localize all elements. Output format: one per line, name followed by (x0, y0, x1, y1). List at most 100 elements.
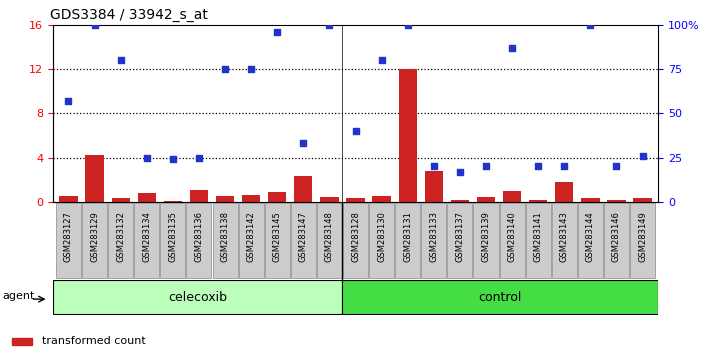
Point (350, 128, 361, 134)
Bar (137, 193, 156, 202)
Point (89, 22, 100, 28)
Text: transformed count: transformed count (42, 336, 145, 347)
FancyBboxPatch shape (474, 203, 498, 278)
Text: GSM283139: GSM283139 (482, 211, 491, 262)
Point (532, 164, 543, 169)
Text: GSM283144: GSM283144 (586, 211, 595, 262)
Bar (59, 196, 77, 202)
Point (298, 141, 309, 146)
FancyBboxPatch shape (161, 203, 185, 278)
FancyBboxPatch shape (134, 203, 159, 278)
Point (402, 22, 413, 28)
Bar (477, 198, 495, 202)
Bar (398, 69, 417, 202)
FancyBboxPatch shape (421, 203, 446, 278)
Text: GSM283138: GSM283138 (220, 211, 230, 262)
FancyBboxPatch shape (630, 203, 655, 278)
Point (454, 169, 465, 175)
FancyBboxPatch shape (500, 203, 524, 278)
Text: celecoxib: celecoxib (168, 291, 227, 304)
Bar (503, 191, 521, 202)
Point (559, 164, 570, 169)
Point (376, 57, 387, 63)
Text: GSM283136: GSM283136 (194, 211, 203, 262)
Point (637, 153, 648, 159)
Point (272, 29, 283, 35)
Text: control: control (479, 291, 522, 304)
Bar (242, 195, 260, 202)
Text: GSM283146: GSM283146 (612, 211, 621, 262)
FancyBboxPatch shape (265, 203, 290, 278)
Text: GDS3384 / 33942_s_at: GDS3384 / 33942_s_at (50, 8, 208, 22)
Text: GSM283133: GSM283133 (429, 211, 439, 262)
Text: GSM283143: GSM283143 (560, 211, 569, 262)
Text: GSM283149: GSM283149 (638, 211, 647, 262)
Point (168, 156, 179, 162)
Bar (12, 338, 32, 345)
FancyBboxPatch shape (317, 203, 342, 278)
FancyBboxPatch shape (239, 203, 264, 278)
Text: GSM283142: GSM283142 (246, 211, 256, 262)
Text: GSM283140: GSM283140 (508, 211, 517, 262)
Point (324, 22, 335, 28)
FancyBboxPatch shape (82, 203, 107, 278)
FancyBboxPatch shape (369, 203, 394, 278)
Point (506, 45, 517, 51)
FancyBboxPatch shape (342, 280, 658, 314)
Bar (320, 198, 339, 202)
FancyBboxPatch shape (291, 203, 316, 278)
Bar (85, 155, 103, 202)
FancyBboxPatch shape (447, 203, 472, 278)
Point (194, 155, 205, 160)
Bar (529, 200, 547, 202)
Point (585, 22, 596, 28)
Point (63, 98, 74, 104)
FancyBboxPatch shape (56, 203, 81, 278)
Point (246, 66, 257, 72)
FancyBboxPatch shape (552, 203, 577, 278)
Point (480, 164, 491, 169)
Bar (111, 199, 130, 202)
FancyBboxPatch shape (187, 203, 211, 278)
Point (141, 155, 152, 160)
Bar (634, 199, 652, 202)
Text: GSM283147: GSM283147 (298, 211, 308, 262)
Bar (190, 190, 208, 202)
Text: GSM283130: GSM283130 (377, 211, 386, 262)
Text: GSM283134: GSM283134 (142, 211, 151, 262)
FancyBboxPatch shape (604, 203, 629, 278)
FancyBboxPatch shape (213, 203, 237, 278)
FancyBboxPatch shape (578, 203, 603, 278)
Text: agent: agent (3, 291, 35, 301)
Point (428, 164, 439, 169)
Text: GSM283137: GSM283137 (455, 211, 465, 262)
FancyBboxPatch shape (108, 203, 133, 278)
Bar (451, 200, 469, 202)
Text: GSM283135: GSM283135 (168, 211, 177, 262)
FancyBboxPatch shape (343, 203, 368, 278)
Bar (425, 171, 443, 202)
Text: GSM283128: GSM283128 (351, 211, 360, 262)
Text: GSM283129: GSM283129 (90, 211, 99, 262)
Bar (268, 192, 287, 202)
Text: GSM283141: GSM283141 (534, 211, 543, 262)
Text: GSM283145: GSM283145 (272, 211, 282, 262)
Bar (294, 176, 313, 202)
Point (611, 164, 622, 169)
Bar (555, 182, 574, 202)
Bar (164, 201, 182, 202)
Text: GSM283148: GSM283148 (325, 211, 334, 262)
Text: GSM283127: GSM283127 (64, 211, 73, 262)
FancyBboxPatch shape (395, 203, 420, 278)
Text: GSM283132: GSM283132 (116, 211, 125, 262)
Bar (216, 196, 234, 202)
Bar (582, 199, 600, 202)
Point (220, 66, 231, 72)
FancyBboxPatch shape (526, 203, 551, 278)
Text: GSM283131: GSM283131 (403, 211, 413, 262)
FancyBboxPatch shape (53, 280, 342, 314)
Bar (608, 200, 626, 202)
Point (115, 57, 126, 63)
Bar (372, 196, 391, 202)
Bar (346, 199, 365, 202)
